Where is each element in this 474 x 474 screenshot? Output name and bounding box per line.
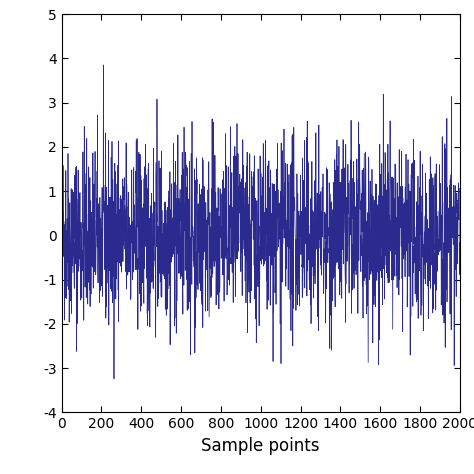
- X-axis label: Sample points: Sample points: [201, 437, 320, 455]
